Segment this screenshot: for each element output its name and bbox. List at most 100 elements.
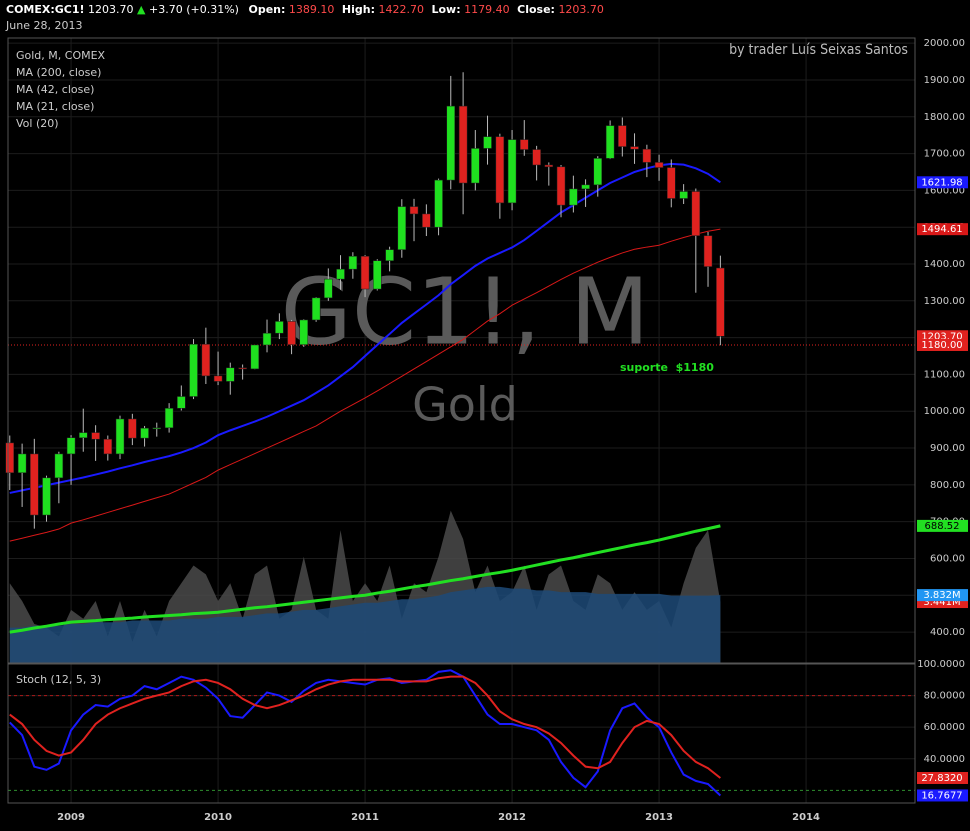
ohlc-label: High:: [342, 3, 375, 16]
legend-item: MA (200, close): [16, 66, 101, 79]
candle-body: [79, 432, 88, 438]
candle-body: [397, 206, 407, 250]
x-tick-label: 2014: [792, 812, 820, 823]
price-tag: [917, 771, 968, 784]
candle-body: [716, 267, 725, 337]
price-tag: [917, 519, 968, 532]
candle-body: [42, 477, 51, 516]
candle-body: [348, 256, 358, 270]
candle-body: [250, 344, 260, 370]
candle-body: [103, 438, 113, 455]
price-tag-label: 3.832M: [923, 590, 960, 601]
candle-body: [360, 256, 370, 290]
legend-item: Vol (20): [16, 117, 59, 130]
y-tick-label: 1700.00: [924, 149, 965, 160]
x-tick-label: 2011: [351, 812, 379, 823]
y-tick-label: 80.0000: [924, 691, 965, 702]
candle-body: [201, 343, 211, 377]
candle-body: [373, 260, 382, 290]
candle-body: [544, 164, 554, 168]
candle-body: [434, 179, 443, 228]
ohlc-value: 1422.70: [378, 3, 424, 16]
candle-body: [630, 146, 639, 150]
annotation: suporte $1180: [620, 361, 714, 374]
arrow: ▲: [137, 3, 146, 16]
candle-body: [91, 432, 100, 440]
candle-body: [642, 148, 652, 163]
candle-body: [409, 206, 419, 215]
y-tick-label: 1300.00: [924, 296, 965, 307]
price-tag-label: 1180.00: [921, 340, 962, 351]
candle-body: [679, 191, 688, 199]
candle-body: [140, 427, 149, 439]
ohlc-value: 1179.40: [464, 3, 510, 16]
y-tick-label: 1100.00: [924, 369, 965, 380]
candle-body: [213, 375, 223, 382]
candle-body: [556, 166, 566, 206]
candle-body: [115, 418, 125, 455]
candle-body: [593, 158, 603, 186]
candle-body: [703, 235, 713, 267]
y-tick-label: 1900.00: [924, 75, 965, 86]
price-tag-label: 27.8320: [921, 773, 962, 784]
candle-body: [605, 125, 615, 159]
price-tag: [917, 223, 968, 236]
header-row: COMEX:GC1! 1203.70 ▲ +3.70 (+0.31%) Open…: [6, 3, 604, 16]
price-tag-label: 16.7677: [921, 790, 962, 801]
lines: suporte $1180: [8, 162, 915, 797]
y-tick-label: 60.0000: [924, 722, 965, 733]
candle-body: [238, 367, 247, 370]
candle-body: [520, 139, 529, 150]
candle-body: [654, 162, 664, 168]
candle-body: [66, 437, 76, 455]
ohlc-label: Close:: [517, 3, 555, 16]
price-tag: [917, 176, 968, 189]
legend-item: MA (21, close): [16, 100, 94, 113]
credit: by trader Luís Seixas Santos: [729, 42, 908, 58]
candle-body: [275, 321, 284, 334]
candle-body: [54, 453, 64, 479]
candle-body: [299, 319, 309, 345]
stoch-title: Stoch (12, 5, 3): [16, 673, 101, 686]
price-tag-label: 1203.70: [921, 331, 962, 342]
stoch-frame: [7, 663, 916, 804]
candle-body: [691, 191, 701, 236]
y-tick-label: 400.00: [930, 627, 965, 638]
y-tick-label: 100.0000: [917, 659, 965, 670]
candle-body: [618, 125, 627, 147]
candles: [5, 72, 725, 529]
stoch-line: [9, 669, 722, 797]
candle-body: [532, 149, 541, 166]
volume: [9, 510, 721, 663]
axis-labels: 400.00500.00600.00700.00800.00900.001000…: [57, 38, 968, 823]
date: June 28, 2013: [5, 19, 82, 32]
last-price: 1203.70: [88, 3, 134, 16]
candle-body: [336, 268, 345, 280]
watermark-sub: Gold: [412, 378, 518, 432]
candle-body: [581, 184, 590, 190]
change: +3.70 (+0.31%): [149, 3, 239, 16]
candle-body: [311, 297, 321, 321]
candle-body: [226, 367, 235, 382]
candle-body: [458, 105, 468, 184]
candle-body: [177, 396, 186, 409]
y-tick-label: 900.00: [930, 443, 965, 454]
ma-line: [9, 524, 721, 634]
candle-body: [287, 321, 296, 345]
y-tick-label: 1400.00: [924, 259, 965, 270]
candle-body: [422, 213, 431, 228]
candle-body: [471, 148, 480, 184]
candle-body: [495, 136, 505, 204]
legend-item: MA (42, close): [16, 83, 94, 96]
ma-line: [9, 162, 721, 494]
symbol: COMEX:GC1!: [6, 3, 85, 16]
main-frame: [7, 37, 916, 664]
y-tick-label: 800.00: [930, 480, 965, 491]
y-tick-label: 1000.00: [924, 406, 965, 417]
candle-body: [385, 249, 394, 261]
y-tick-label: 1800.00: [924, 112, 965, 123]
candle-body: [189, 343, 198, 397]
candle-body: [17, 453, 27, 473]
candle-body: [262, 332, 272, 346]
